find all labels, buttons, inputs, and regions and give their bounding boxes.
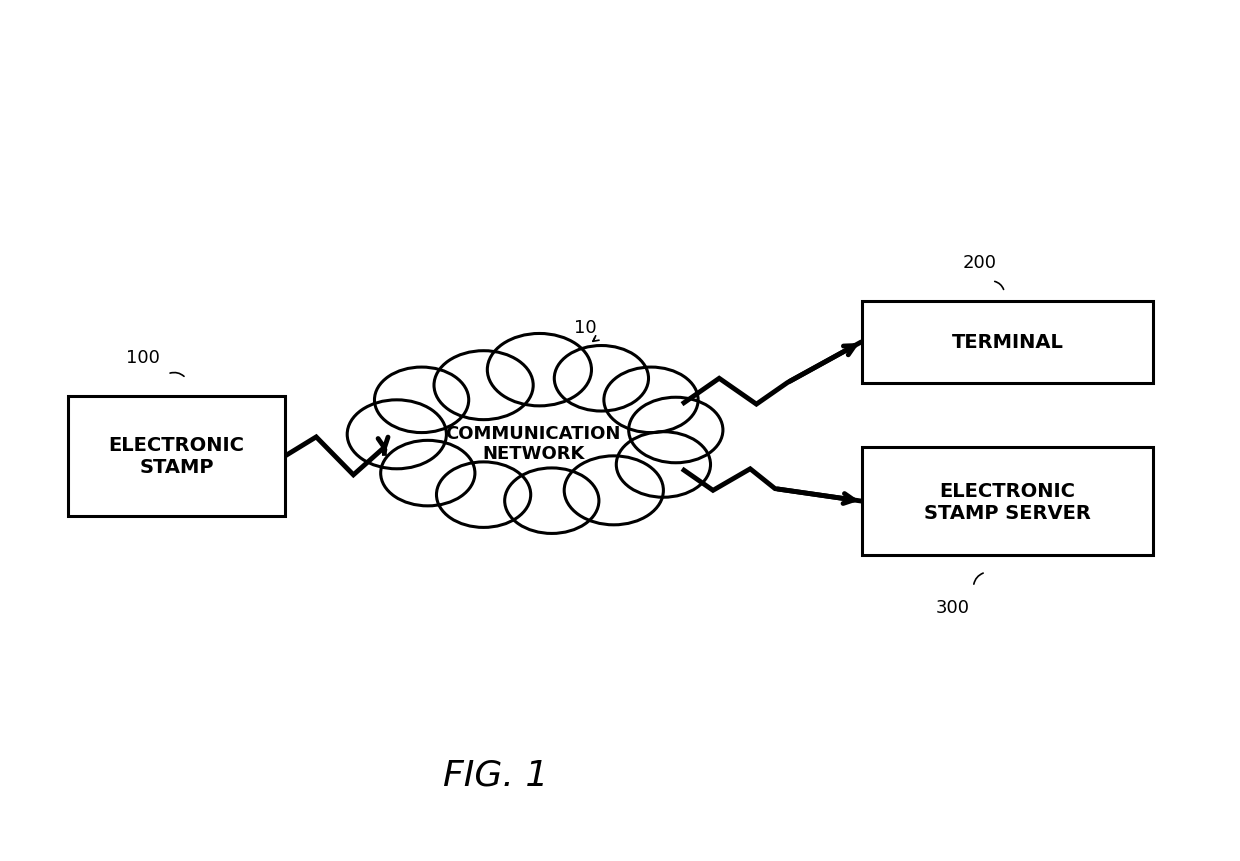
Circle shape	[384, 357, 570, 486]
Circle shape	[604, 368, 698, 433]
Circle shape	[508, 357, 694, 486]
Circle shape	[374, 368, 469, 433]
FancyBboxPatch shape	[862, 448, 1153, 555]
Text: ELECTRONIC
STAMP SERVER: ELECTRONIC STAMP SERVER	[924, 481, 1091, 522]
Circle shape	[347, 400, 446, 469]
Circle shape	[381, 441, 475, 506]
Text: TERMINAL: TERMINAL	[951, 332, 1064, 352]
Circle shape	[505, 468, 599, 534]
Text: ELECTRONIC
STAMP: ELECTRONIC STAMP	[109, 436, 244, 477]
Circle shape	[436, 462, 531, 528]
Text: FIG. 1: FIG. 1	[444, 758, 548, 792]
Text: 10: 10	[574, 319, 596, 336]
Circle shape	[616, 432, 711, 498]
Circle shape	[564, 456, 663, 525]
Circle shape	[554, 346, 649, 412]
Text: 100: 100	[125, 349, 160, 366]
Text: 200: 200	[962, 254, 997, 271]
FancyBboxPatch shape	[68, 396, 285, 517]
Circle shape	[459, 349, 620, 461]
Text: COMMUNICATION
NETWORK: COMMUNICATION NETWORK	[445, 424, 621, 463]
Circle shape	[487, 334, 591, 406]
Circle shape	[434, 351, 533, 420]
FancyBboxPatch shape	[862, 301, 1153, 383]
Circle shape	[428, 362, 651, 517]
Circle shape	[629, 398, 723, 463]
Text: 300: 300	[935, 598, 970, 616]
Circle shape	[453, 405, 626, 525]
